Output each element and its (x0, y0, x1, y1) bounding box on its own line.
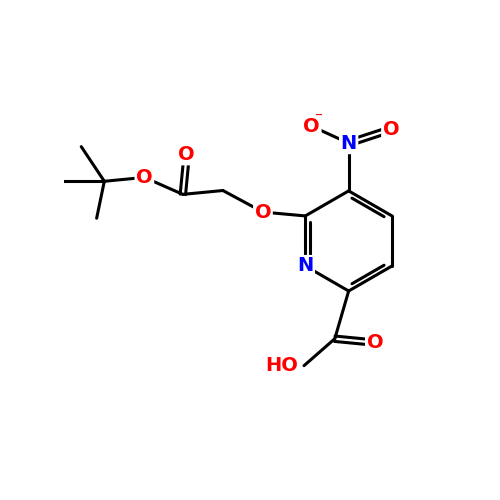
Text: HO: HO (265, 356, 298, 375)
Text: N: N (297, 256, 314, 276)
Text: O: O (366, 333, 383, 352)
Text: O: O (136, 168, 152, 187)
Text: N: N (340, 134, 357, 152)
Text: O: O (382, 120, 400, 139)
Text: O: O (178, 145, 195, 164)
Text: O: O (304, 116, 320, 136)
Text: O: O (254, 202, 272, 222)
Text: ⁻: ⁻ (316, 111, 324, 126)
